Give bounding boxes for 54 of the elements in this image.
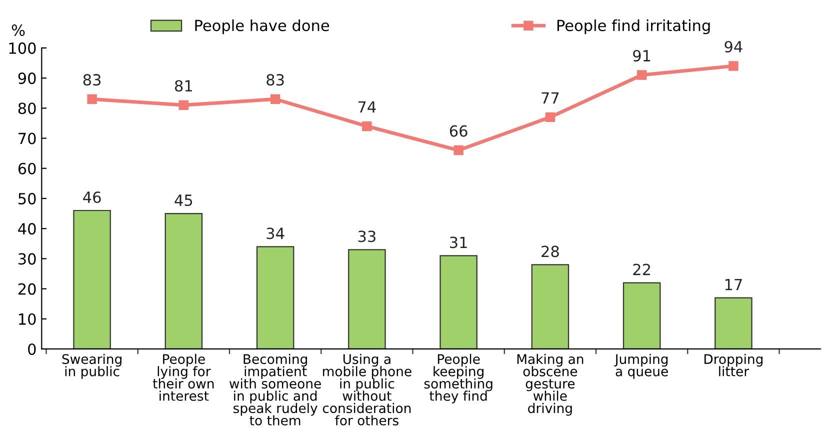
x-tick-label: People lying for their own interest bbox=[152, 354, 214, 401]
data-label: 83 bbox=[83, 74, 101, 86]
y-tick-label: 100 bbox=[9, 42, 36, 54]
y-tick-label: 40 bbox=[18, 223, 36, 235]
y-tick-label: 70 bbox=[18, 132, 36, 144]
data-label: 74 bbox=[358, 101, 376, 112]
bar bbox=[622, 282, 661, 349]
data-label: 17 bbox=[725, 278, 742, 290]
bar bbox=[348, 249, 386, 349]
bar bbox=[714, 297, 752, 349]
data-label: 22 bbox=[633, 264, 650, 276]
bar bbox=[164, 212, 203, 349]
y-tick-label: 60 bbox=[18, 162, 36, 174]
data-label: 66 bbox=[450, 125, 468, 137]
y-tick-label: 10 bbox=[19, 313, 36, 325]
x-tick-label: Jumping a queue bbox=[614, 354, 668, 379]
bar bbox=[73, 210, 111, 349]
point bbox=[728, 61, 738, 71]
x-tick-label: Making an obscene gesture while driving bbox=[517, 354, 584, 416]
data-label: 94 bbox=[724, 40, 742, 52]
legend-label: People find irritating bbox=[557, 19, 710, 34]
y-tick-label: 30 bbox=[18, 253, 36, 265]
point bbox=[545, 112, 556, 122]
y-axis-title: % bbox=[12, 24, 25, 36]
data-label: 45 bbox=[174, 194, 192, 206]
y-tick-label: 50 bbox=[18, 192, 36, 204]
point bbox=[270, 94, 280, 104]
data-label: 83 bbox=[266, 74, 284, 86]
x-tick-label: Using a mobile phone in public without consideration for others bbox=[322, 354, 412, 426]
point bbox=[454, 145, 464, 156]
y-tick-label: 90 bbox=[18, 72, 36, 84]
y-tick-label: 0 bbox=[28, 343, 36, 356]
data-label: 46 bbox=[83, 191, 101, 204]
point bbox=[636, 70, 647, 80]
data-label: 91 bbox=[633, 50, 650, 62]
data-label: 81 bbox=[174, 80, 192, 92]
x-tick-label: Becoming impatient with someone in public and speak rudely to them bbox=[230, 354, 321, 426]
point bbox=[87, 94, 97, 104]
bar bbox=[440, 255, 478, 349]
bar bbox=[256, 246, 294, 349]
bar bbox=[531, 264, 570, 349]
point bbox=[362, 121, 372, 132]
x-tick-label: Swearing in public bbox=[62, 354, 122, 379]
data-label: 34 bbox=[266, 228, 284, 240]
y-tick-label: 20 bbox=[18, 283, 36, 295]
point bbox=[178, 100, 189, 110]
data-label: 77 bbox=[542, 92, 559, 104]
data-label: 33 bbox=[358, 230, 376, 242]
x-tick-label: People keeping something they find bbox=[424, 354, 492, 404]
legend-label: People have done bbox=[195, 19, 330, 34]
x-tick-label: Dropping litter bbox=[704, 354, 763, 376]
y-tick-label: 80 bbox=[18, 102, 36, 114]
data-label: 31 bbox=[450, 236, 467, 248]
data-label: 28 bbox=[542, 246, 559, 258]
